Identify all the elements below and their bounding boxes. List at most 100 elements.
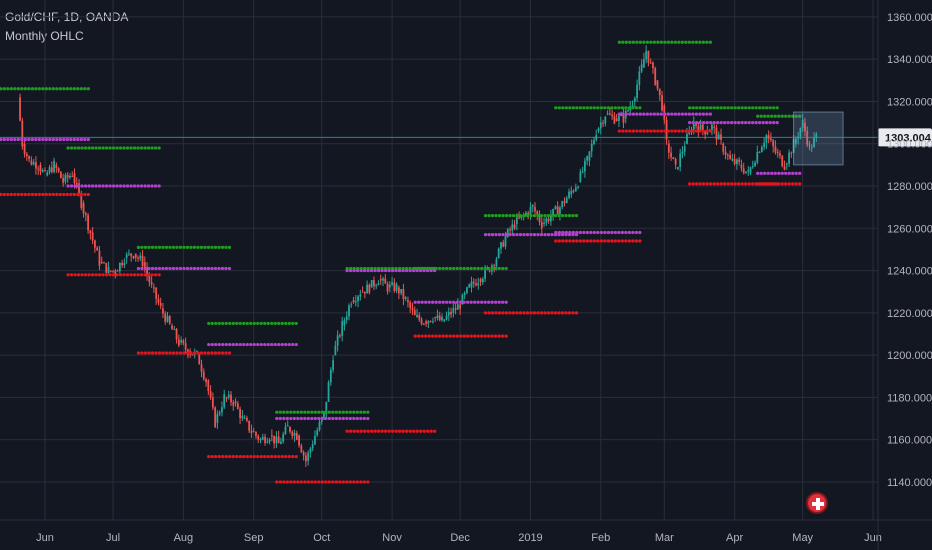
candle-body: [518, 217, 521, 219]
candle-body: [404, 297, 407, 299]
candle-body: [531, 205, 534, 208]
candle-body: [112, 270, 114, 272]
candle-body: [715, 127, 718, 140]
candle-body: [679, 153, 682, 167]
candle-body: [298, 435, 300, 446]
candle-body: [416, 315, 418, 318]
candle-body: [742, 168, 745, 173]
candle-body: [91, 232, 94, 241]
candle-body: [561, 201, 564, 208]
candle-body: [345, 316, 348, 321]
y-tick-label: 1240.000: [887, 266, 932, 278]
candle-body: [454, 308, 457, 310]
candle-body: [295, 432, 298, 440]
candle-body: [801, 119, 804, 129]
last-price-line: 1303.004: [0, 128, 932, 147]
candle-body: [354, 301, 357, 303]
candle-body: [697, 126, 700, 132]
candle-body: [239, 408, 241, 419]
candle-body: [334, 345, 337, 356]
candle-body: [642, 59, 645, 68]
candle-body: [813, 137, 815, 148]
candle-body: [25, 153, 28, 156]
highlight-box[interactable]: [793, 111, 844, 166]
candle-body: [323, 411, 325, 418]
candle-body: [87, 215, 90, 231]
candle-body: [704, 131, 707, 135]
candle-body: [722, 143, 725, 152]
candle-body: [466, 287, 468, 293]
candle-body: [66, 174, 69, 178]
candle-body: [41, 170, 44, 172]
candle-body: [166, 316, 169, 322]
candle-body: [289, 426, 291, 432]
candle-body: [116, 270, 119, 272]
x-tick-label: Apr: [726, 532, 743, 544]
candle-body: [504, 235, 507, 247]
event-flag-icon[interactable]: [806, 492, 828, 514]
candle-body: [613, 115, 616, 124]
candle-body: [667, 143, 670, 153]
candle-body: [118, 262, 121, 272]
candle-body: [740, 164, 743, 169]
candle-body: [649, 62, 652, 64]
candle-body: [205, 379, 207, 383]
candle-body: [397, 287, 400, 294]
candle-body: [121, 262, 124, 266]
y-tick-label: 1200.000: [887, 350, 932, 362]
candle-body: [71, 175, 74, 177]
candle-body: [59, 171, 62, 179]
candle-body: [808, 144, 811, 146]
candle-body: [341, 321, 344, 336]
candle-body: [175, 329, 178, 340]
indicator-name[interactable]: Monthly OHLC: [5, 29, 84, 43]
candle-body: [500, 242, 502, 249]
candle-body: [665, 119, 668, 140]
candle-body: [640, 64, 643, 72]
candle-body: [64, 174, 67, 182]
candle-body: [794, 138, 797, 144]
candle-body: [214, 407, 217, 428]
candle-body: [159, 302, 162, 306]
candle-body: [633, 98, 636, 102]
candle-body: [277, 436, 280, 444]
candle-body: [141, 255, 144, 267]
candle-body: [611, 114, 614, 116]
candle-body: [799, 128, 802, 137]
candle-body: [597, 128, 600, 132]
candle-body: [631, 105, 634, 107]
candle-body: [388, 284, 391, 288]
candle-body: [692, 122, 695, 132]
x-tick-label: Jun: [864, 532, 882, 544]
candle-body: [316, 430, 319, 436]
candle-body: [148, 275, 151, 283]
selection-rectangle[interactable]: [793, 111, 844, 166]
candle-body: [645, 51, 648, 60]
candle-body: [28, 155, 31, 159]
candle-body: [810, 147, 813, 149]
candle-body: [21, 120, 24, 147]
candle-body: [772, 140, 775, 147]
candle-body: [681, 151, 684, 154]
candle-body: [409, 302, 412, 308]
candle-body: [39, 164, 42, 172]
candle-body: [547, 218, 550, 222]
candle-body: [264, 436, 266, 443]
candle-body: [731, 158, 734, 161]
candle-body: [701, 124, 704, 132]
candle-body: [105, 262, 108, 273]
candle-body: [293, 432, 296, 436]
candle-body: [282, 434, 285, 442]
candle-body: [327, 382, 330, 402]
candle-body: [481, 278, 484, 283]
candle-body: [620, 114, 623, 116]
candle-body: [488, 270, 491, 272]
candle-body: [654, 68, 657, 85]
candle-body: [130, 253, 133, 257]
candle-body: [549, 215, 552, 222]
candle-body: [291, 431, 294, 436]
candle-body: [436, 315, 439, 319]
candle-body: [359, 294, 362, 297]
candle-body: [216, 414, 219, 423]
